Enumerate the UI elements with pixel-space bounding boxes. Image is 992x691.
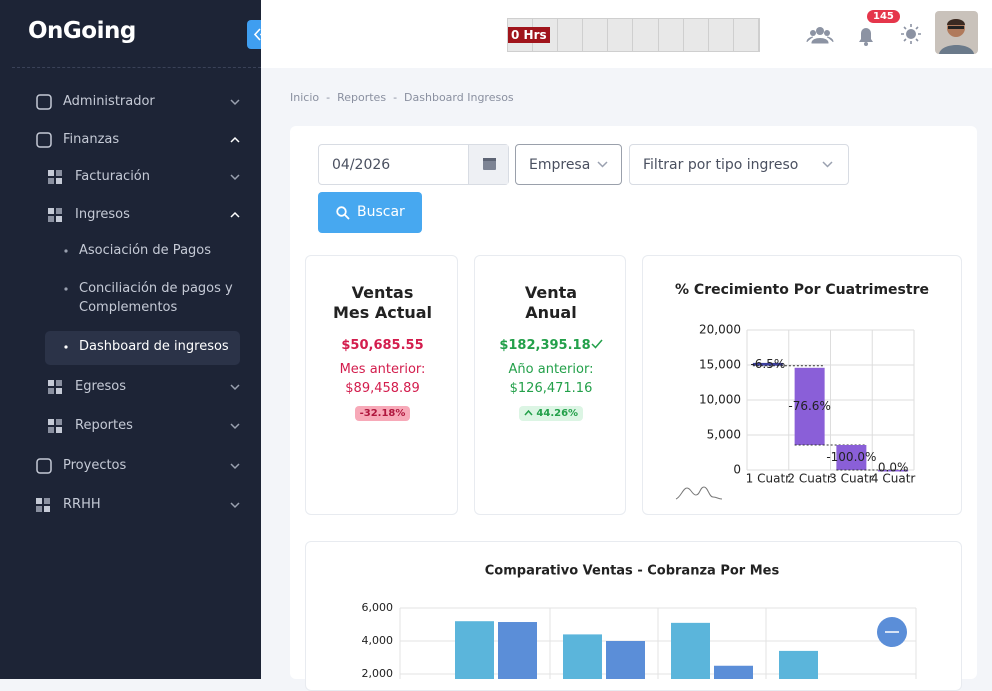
waterfall-bar (752, 362, 783, 366)
data-label: 0.0% (878, 461, 909, 475)
kpi-title: Venta Anual (475, 283, 627, 323)
menu-icon (36, 498, 240, 512)
search-button[interactable]: Buscar (318, 192, 422, 233)
header-icons (806, 24, 921, 46)
crumb: Dashboard Ingresos (404, 91, 514, 104)
menu-icon (36, 132, 240, 148)
sparkline-icon (675, 486, 723, 500)
divider (12, 67, 261, 68)
kpi-previous-label: Mes anterior: (339, 362, 426, 377)
menu-icon (64, 249, 68, 253)
waterfall-bar (878, 470, 909, 472)
kpi-previous-value: $126,471.16 (509, 381, 593, 396)
y-tick-label: 0 (733, 463, 741, 477)
search-label: Buscar (357, 204, 405, 220)
bar (714, 665, 753, 679)
waterfall-bar (836, 445, 867, 470)
kpi-previous-label: Año anterior: (508, 362, 594, 377)
crumb-separator: - (393, 91, 398, 104)
menu-icon (48, 380, 240, 394)
menu-item[interactable]: Conciliación de pagos y Complementos (79, 281, 233, 315)
menu-item[interactable]: Finanzas (63, 132, 120, 147)
y-tick-label: 6,000 (362, 601, 394, 614)
company-select-label: Empresa (529, 157, 591, 173)
menu-item[interactable]: Dashboard de ingresos (79, 339, 229, 354)
menu-item[interactable]: Administrador (63, 94, 155, 109)
y-tick-label: 15,000 (699, 358, 741, 372)
kpi-change-text: 44.26% (536, 408, 579, 419)
menu-item[interactable]: Ingresos (75, 207, 130, 222)
menu-item[interactable]: RRHH (63, 497, 101, 512)
crumb[interactable]: Inicio (290, 91, 320, 104)
breadcrumb: Inicio - Reportes - Dashboard Ingresos (290, 91, 514, 104)
menu-icon (64, 287, 68, 291)
kpi-change: 44.26% (518, 406, 584, 421)
income-type-label: Filtrar por tipo ingreso (643, 157, 799, 173)
bar (498, 622, 537, 679)
timer-label: 0 Hrs (508, 27, 550, 43)
bar (563, 634, 602, 679)
sidebar: OnGoing Administrador Finanzas Facturación… (0, 0, 276, 679)
waterfall-bar (794, 367, 825, 446)
data-label: -6.5% (750, 357, 785, 371)
bar (779, 650, 818, 679)
menu-icon (36, 458, 240, 474)
bar (671, 622, 710, 679)
kpi-title-line: Anual (525, 303, 577, 322)
menu-icon (48, 208, 240, 222)
menu-item[interactable]: Reportes (75, 418, 133, 433)
active-item (45, 331, 240, 365)
x-tick-label: 2 Cuatr (787, 472, 831, 486)
y-tick-label: 10,000 (699, 393, 741, 407)
crumb-separator: - (326, 91, 331, 104)
kpi-change: -32.18% (354, 406, 411, 421)
menu-icon (64, 345, 68, 349)
kpi-title-line: Venta (524, 283, 578, 302)
kpi-value-text: $182,395.18 (499, 338, 591, 353)
kpi-title-line: Mes Actual (332, 303, 433, 322)
x-tick-label: 4 Cuatr (871, 472, 915, 486)
chart-title: Comparativo Ventas - Cobranza Por Mes (485, 564, 780, 579)
menu-item[interactable]: Asociación de Pagos (79, 243, 212, 258)
menu-item[interactable]: Facturación (75, 169, 150, 184)
kpi-previous-value: $89,458.89 (345, 381, 420, 396)
data-label: -100.0% (826, 450, 876, 464)
kpi-value: $50,685.55 (341, 338, 424, 353)
income-type-select[interactable]: Filtrar por tipo ingreso (629, 144, 849, 185)
menu-item[interactable]: Egresos (75, 379, 127, 394)
y-tick-label: 20,000 (699, 323, 741, 337)
x-tick-label: 1 Cuatr (746, 472, 790, 486)
menu-icon (36, 94, 240, 110)
kpi-title-line: Ventas (351, 283, 414, 302)
data-label: -76.6% (788, 399, 830, 413)
brand: OnGoing (28, 18, 136, 44)
x-tick-label: 3 Cuatr (829, 472, 873, 486)
menu-icon (48, 170, 240, 184)
kpi-value: $182,395.18 (475, 338, 627, 353)
bar (606, 641, 645, 679)
calendar-button[interactable] (468, 145, 508, 184)
kpi-card: Venta Anual $182,395.18 Año anterior: $12… (474, 255, 626, 515)
menu-icon (48, 419, 240, 433)
crumb[interactable]: Reportes (337, 91, 387, 104)
y-tick-label: 5,000 (707, 428, 741, 442)
bar (455, 621, 494, 679)
notification-badge: 145 (867, 10, 900, 23)
chart-title: % Crecimiento Por Cuatrimestre (675, 282, 929, 298)
y-tick-label: 4,000 (362, 634, 394, 647)
menu-item[interactable]: Proyectos (63, 458, 127, 473)
avatar[interactable] (935, 11, 978, 54)
kpi-card: Ventas Mes Actual $50,685.55 Mes anterior… (305, 255, 458, 515)
company-select[interactable]: Empresa (515, 144, 622, 185)
y-tick-label: 2,000 (362, 667, 394, 679)
kpi-title: Ventas Mes Actual (306, 283, 459, 323)
